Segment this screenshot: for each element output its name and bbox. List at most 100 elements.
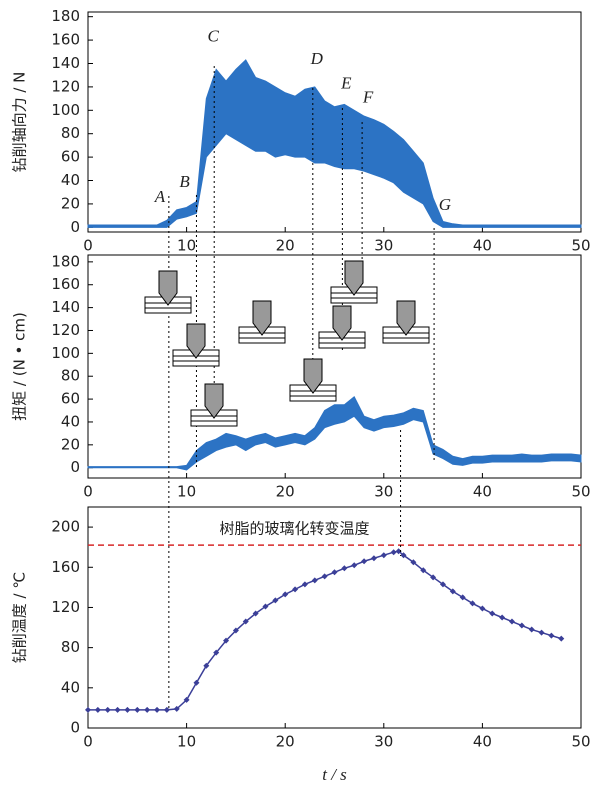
y-tick-label: 40 xyxy=(61,171,80,189)
x-tick-label: 30 xyxy=(374,483,393,501)
temperature-marker xyxy=(163,706,170,713)
temperature-marker xyxy=(430,574,437,581)
y-tick-label: 120 xyxy=(51,77,80,95)
x-tick-label: 10 xyxy=(177,237,196,255)
temperature-marker xyxy=(410,559,417,566)
y-tick-label: 40 xyxy=(61,412,80,430)
temperature-marker xyxy=(272,597,279,604)
drill xyxy=(252,300,272,336)
y-axis-label: 扭矩 / (N • cm) xyxy=(11,312,29,421)
temperature-marker xyxy=(94,706,101,713)
temperature-marker xyxy=(232,627,239,634)
x-tick-label: 20 xyxy=(276,483,295,501)
temperature-marker xyxy=(213,649,220,656)
plot-frame xyxy=(87,506,582,729)
drill xyxy=(344,260,364,296)
x-tick-label: 30 xyxy=(374,733,393,751)
y-tick-label: 80 xyxy=(61,638,80,656)
y-tick-label: 60 xyxy=(61,148,80,166)
temperature-marker xyxy=(361,558,368,565)
y-tick-label: 160 xyxy=(51,558,80,576)
reference-label: 树脂的玻璃化转变温度 xyxy=(219,520,369,538)
drill xyxy=(158,270,178,306)
point-label: E xyxy=(340,73,352,92)
x-tick-label: 0 xyxy=(83,237,93,255)
temperature-marker xyxy=(331,569,338,576)
drill xyxy=(396,300,416,336)
temperature-marker xyxy=(538,629,545,636)
temperature-marker xyxy=(351,562,358,569)
y-tick-label: 160 xyxy=(51,31,80,49)
y-tick-label: 140 xyxy=(51,298,80,316)
y-tick-label: 160 xyxy=(51,275,80,293)
temperature-marker xyxy=(548,632,555,639)
drill xyxy=(204,383,224,419)
y-tick-label: 120 xyxy=(51,598,80,616)
temperature-marker xyxy=(301,581,308,588)
y-tick-label: 100 xyxy=(51,101,80,119)
x-tick-label: 0 xyxy=(83,733,93,751)
temperature-marker xyxy=(395,548,402,555)
y-tick-label: 20 xyxy=(61,435,80,453)
x-tick-label: 50 xyxy=(571,733,590,751)
y-tick-label: 80 xyxy=(61,367,80,385)
temperature-marker xyxy=(144,706,151,713)
x-tick-label: 50 xyxy=(571,237,590,255)
temperature-marker xyxy=(489,610,496,617)
point-label: A xyxy=(154,187,166,206)
temperature-marker xyxy=(469,600,476,607)
temperature-marker xyxy=(400,552,407,559)
y-axis-label: 钻削温度 / ℃ xyxy=(11,572,29,663)
x-tick-label: 30 xyxy=(374,237,393,255)
point-label: C xyxy=(208,27,220,46)
x-tick-label: 40 xyxy=(473,483,492,501)
temperature-marker xyxy=(321,573,328,580)
x-tick-label: 20 xyxy=(276,733,295,751)
temperature-marker xyxy=(341,565,348,572)
temperature-marker xyxy=(390,549,397,556)
point-label: G xyxy=(439,195,451,214)
temperature-marker xyxy=(508,618,515,625)
temperature-marker xyxy=(134,706,141,713)
y-tick-label: 40 xyxy=(61,678,80,696)
x-axis-label: t / s xyxy=(322,765,347,784)
y-tick-label: 0 xyxy=(70,458,80,476)
y-axis-label: 钻削轴向力 / N xyxy=(11,72,29,173)
x-tick-label: 50 xyxy=(571,483,590,501)
temperature-marker xyxy=(292,586,299,593)
drill xyxy=(332,305,352,341)
x-tick-label: 20 xyxy=(276,237,295,255)
temperature-marker xyxy=(439,581,446,588)
temperature-marker xyxy=(528,626,535,633)
x-tick-label: 0 xyxy=(83,483,93,501)
y-tick-label: 20 xyxy=(61,194,80,212)
y-tick-label: 180 xyxy=(51,252,80,270)
temperature-marker xyxy=(124,706,131,713)
drill xyxy=(186,323,206,359)
temperature-marker xyxy=(518,622,525,629)
temperature-marker xyxy=(193,679,200,686)
drill xyxy=(303,358,323,394)
force-band xyxy=(87,59,582,228)
point-label: B xyxy=(179,172,190,191)
temperature-marker xyxy=(380,552,387,559)
x-tick-label: 40 xyxy=(473,733,492,751)
temperature-marker xyxy=(311,577,318,584)
plot-frame xyxy=(87,254,582,479)
y-tick-label: 180 xyxy=(51,7,80,25)
temperature-marker xyxy=(203,662,210,669)
temperature-marker xyxy=(262,603,269,610)
temperature-marker xyxy=(85,706,91,713)
temperature-marker xyxy=(558,635,565,642)
temperature-marker xyxy=(459,594,466,601)
y-tick-label: 0 xyxy=(70,719,80,737)
temperature-marker xyxy=(183,696,190,703)
temperature-marker xyxy=(104,706,111,713)
x-tick-label: 10 xyxy=(177,733,196,751)
temperature-marker xyxy=(499,614,506,621)
temperature-marker xyxy=(252,610,259,617)
point-label: D xyxy=(310,49,324,68)
force-band xyxy=(87,396,582,471)
temperature-marker xyxy=(479,605,486,612)
